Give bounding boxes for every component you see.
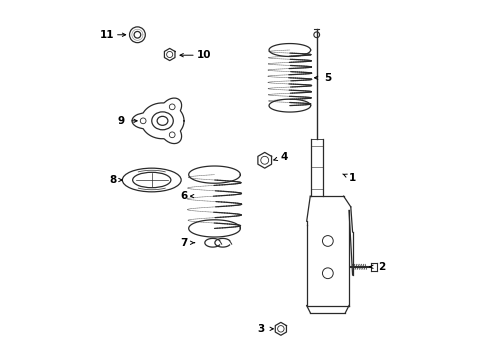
- Text: 2: 2: [378, 262, 385, 272]
- Text: 4: 4: [281, 152, 288, 162]
- Text: 11: 11: [99, 30, 114, 40]
- Text: 9: 9: [118, 116, 125, 126]
- Text: 7: 7: [180, 238, 188, 248]
- Text: 10: 10: [196, 50, 211, 60]
- Text: 8: 8: [109, 175, 117, 185]
- Text: 1: 1: [349, 173, 356, 183]
- Text: 6: 6: [180, 191, 188, 201]
- Text: 3: 3: [258, 324, 265, 334]
- Text: 5: 5: [324, 73, 331, 83]
